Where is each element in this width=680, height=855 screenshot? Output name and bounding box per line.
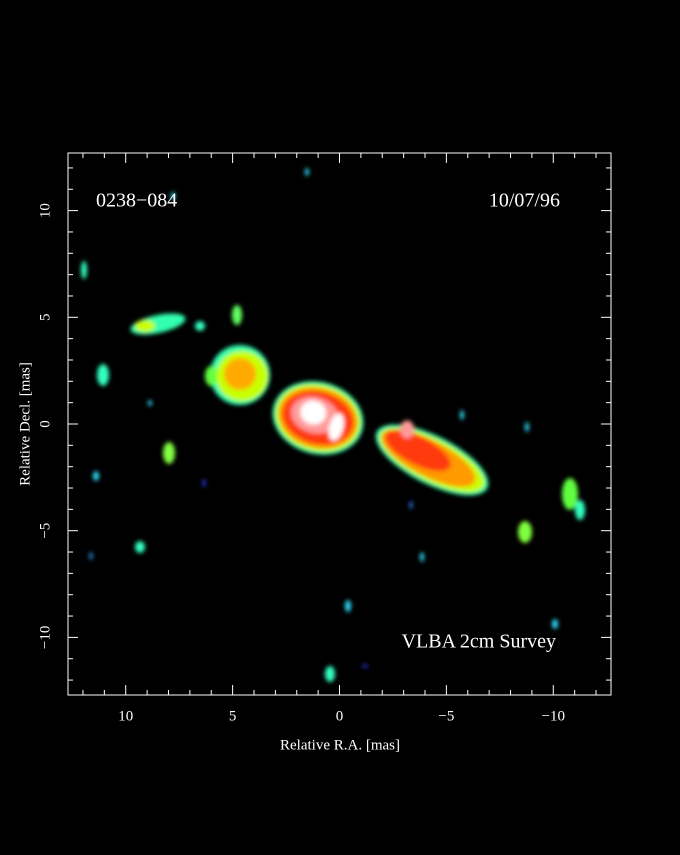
x-axis-label: Relative R.A. [mas] xyxy=(280,737,400,753)
x-tick-label: −10 xyxy=(542,708,565,724)
radio-image xyxy=(81,168,585,682)
y-axis-label: Relative Decl. [mas] xyxy=(17,362,33,486)
y-tick-label: −5 xyxy=(37,523,53,539)
annotation: VLBA 2cm Survey xyxy=(402,631,556,653)
y-tick-label: −10 xyxy=(37,626,53,649)
y-tick-label: 5 xyxy=(37,314,53,322)
observation-date: 10/07/96 xyxy=(489,190,560,212)
y-tick-label: 10 xyxy=(37,203,53,218)
x-tick-label: 10 xyxy=(118,708,133,724)
source-name: 0238−084 xyxy=(96,190,177,212)
y-tick-label: 0 xyxy=(37,420,53,428)
x-tick-label: 5 xyxy=(229,708,237,724)
x-tick-label: −5 xyxy=(438,708,454,724)
x-tick-label: 0 xyxy=(336,708,344,724)
